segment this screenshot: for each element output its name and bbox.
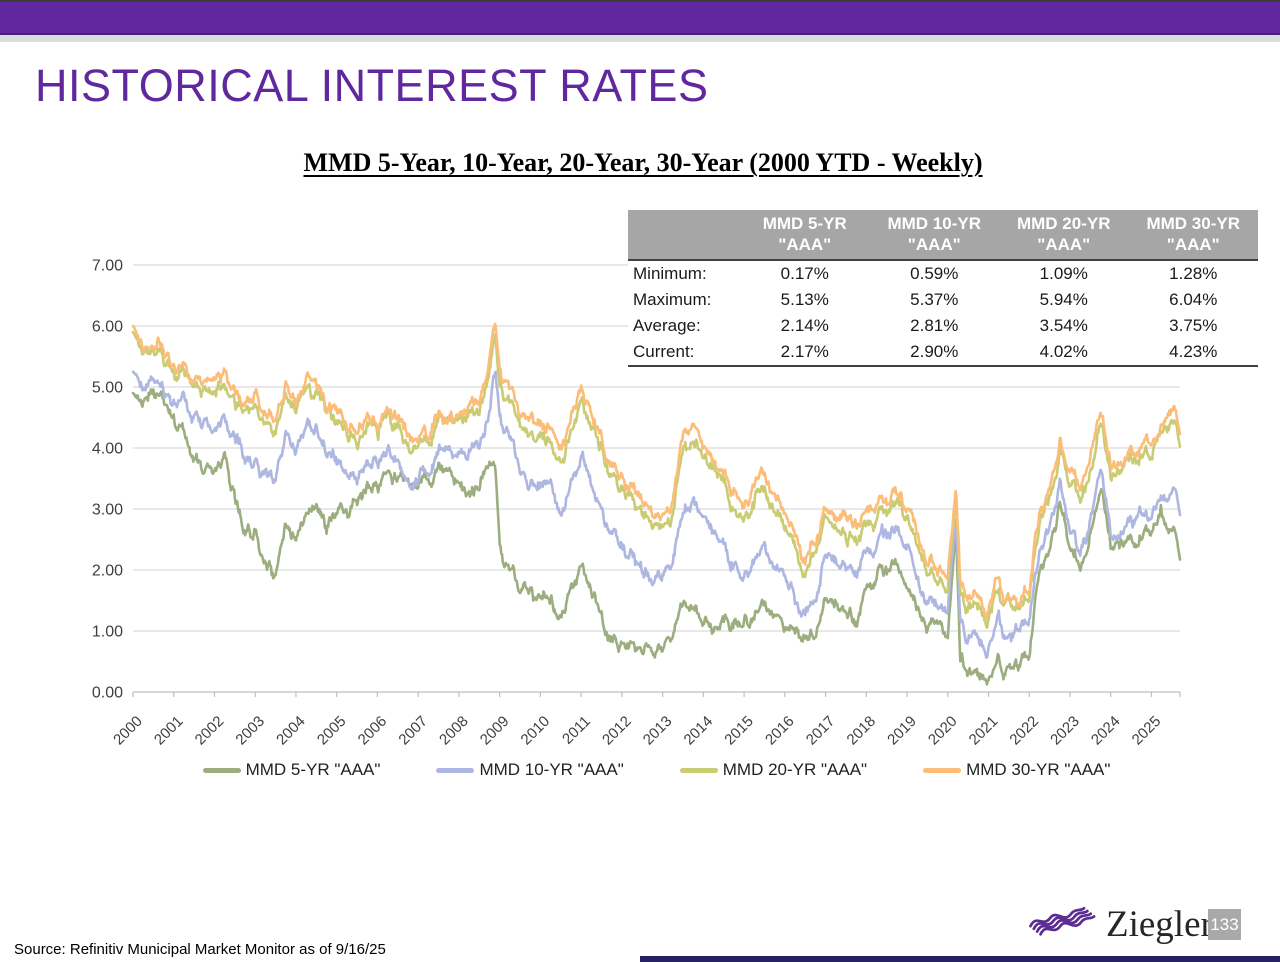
header-bar [0, 2, 1280, 35]
table-row-minimum: Minimum: 0.17% 0.59% 1.09% 1.28% [633, 264, 1218, 283]
ziegler-logo-text: Ziegler [1106, 903, 1213, 945]
chart-legend: MMD 5-YR "AAA" MMD 10-YR "AAA" MMD 20-YR… [133, 760, 1180, 780]
svg-text:2000: 2000 [110, 713, 146, 749]
svg-text:7.00: 7.00 [92, 258, 123, 275]
stats-table: MMD 5-YR "AAA" MMD 10-YR "AAA" MMD 20-YR… [628, 210, 1258, 367]
svg-text:2006: 2006 [355, 713, 391, 749]
header-divider [0, 35, 1280, 42]
svg-text:2003: 2003 [232, 713, 268, 749]
legend-swatch-10yr [436, 767, 475, 773]
legend-label-30yr: MMD 30-YR "AAA" [966, 760, 1111, 779]
ziegler-wave-icon [1029, 906, 1096, 936]
legend-label-10yr: MMD 10-YR "AAA" [479, 760, 624, 779]
svg-text:5.00: 5.00 [92, 380, 123, 397]
stats-header-blank [628, 213, 740, 255]
legend-item-mmd-5yr: MMD 5-YR "AAA" [202, 760, 381, 780]
legend-item-mmd-10yr: MMD 10-YR "AAA" [436, 760, 624, 780]
svg-text:2014: 2014 [681, 713, 717, 749]
svg-text:2018: 2018 [844, 713, 880, 749]
svg-text:2005: 2005 [314, 713, 350, 749]
svg-text:2023: 2023 [1047, 713, 1083, 749]
svg-text:2015: 2015 [721, 713, 757, 749]
legend-swatch-5yr [202, 767, 241, 773]
legend-swatch-30yr [923, 767, 962, 773]
svg-text:2007: 2007 [395, 713, 431, 749]
table-row-average: Average: 2.14% 2.81% 3.54% 3.75% [633, 316, 1218, 335]
svg-text:2012: 2012 [599, 713, 635, 749]
stats-header-5yr: MMD 5-YR "AAA" [762, 214, 847, 254]
svg-text:2021: 2021 [966, 713, 1002, 749]
svg-text:2017: 2017 [803, 713, 839, 749]
svg-text:2.00: 2.00 [92, 563, 123, 580]
table-row-maximum: Maximum: 5.13% 5.37% 5.94% 6.04% [633, 290, 1218, 309]
bottom-accent-bar [640, 956, 1280, 962]
legend-label-20yr: MMD 20-YR "AAA" [722, 760, 868, 779]
svg-text:2020: 2020 [925, 713, 961, 749]
svg-text:2016: 2016 [762, 713, 798, 749]
svg-text:2011: 2011 [559, 713, 594, 748]
svg-text:2010: 2010 [518, 713, 554, 749]
svg-text:2013: 2013 [640, 713, 676, 749]
svg-text:2004: 2004 [273, 713, 309, 749]
chart-subtitle-text: MMD 5-Year, 10-Year, 20-Year, 30-Year (2… [303, 148, 983, 177]
svg-text:2002: 2002 [192, 713, 228, 749]
stats-table-header: MMD 5-YR "AAA" MMD 10-YR "AAA" MMD 20-YR… [628, 210, 1258, 259]
svg-text:1.00: 1.00 [92, 624, 123, 641]
chart-subtitle: MMD 5-Year, 10-Year, 20-Year, 30-Year (2… [0, 148, 1280, 178]
svg-text:2024: 2024 [1088, 713, 1124, 749]
svg-text:4.00: 4.00 [92, 441, 123, 458]
svg-text:2025: 2025 [1129, 713, 1165, 749]
legend-label-5yr: MMD 5-YR "AAA" [245, 760, 381, 779]
stats-table-body: Minimum: 0.17% 0.59% 1.09% 1.28% Maximum… [628, 259, 1258, 367]
svg-text:6.00: 6.00 [92, 319, 123, 336]
table-row-current: Current: 2.17% 2.90% 4.02% 4.23% [633, 342, 1218, 361]
source-note: Source: Refinitiv Municipal Market Monit… [14, 941, 386, 958]
svg-text:2008: 2008 [436, 713, 472, 749]
legend-swatch-20yr [679, 767, 718, 773]
svg-text:2019: 2019 [884, 713, 920, 749]
svg-text:2001: 2001 [151, 713, 187, 749]
stats-header-10yr: MMD 10-YR "AAA" [887, 214, 981, 254]
svg-text:2022: 2022 [1006, 713, 1042, 749]
page-number-badge: 133 [1208, 909, 1241, 940]
window-top-edge [0, 0, 1280, 2]
stats-header-20yr: MMD 20-YR "AAA" [1016, 214, 1111, 254]
ziegler-logo: Ziegler [1028, 903, 1213, 945]
stats-header-30yr: MMD 30-YR "AAA" [1146, 214, 1240, 254]
svg-text:0.00: 0.00 [92, 685, 123, 702]
svg-text:2009: 2009 [477, 713, 513, 749]
svg-text:3.00: 3.00 [92, 502, 123, 519]
page-title: HISTORICAL INTEREST RATES [35, 60, 709, 111]
legend-item-mmd-30yr: MMD 30-YR "AAA" [923, 760, 1110, 780]
legend-item-mmd-20yr: MMD 20-YR "AAA" [679, 760, 868, 780]
